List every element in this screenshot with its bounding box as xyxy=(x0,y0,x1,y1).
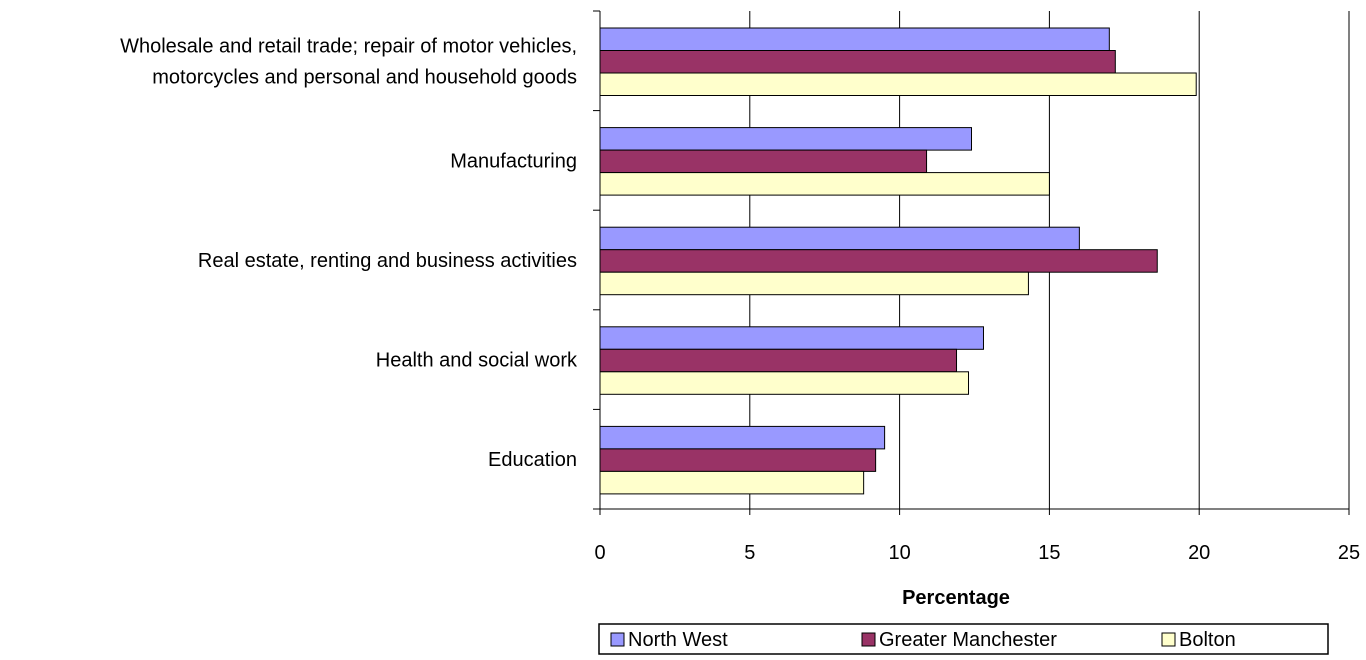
category-label: Wholesale and retail trade; repair of mo… xyxy=(120,35,577,88)
x-tick-label: 10 xyxy=(888,542,910,564)
bar xyxy=(599,149,928,174)
x-tick-label: 15 xyxy=(1038,542,1060,564)
legend-box xyxy=(598,623,1329,655)
x-tick-label: 25 xyxy=(1338,542,1360,564)
legend-swatch xyxy=(861,632,876,647)
x-tick-label: 5 xyxy=(744,542,755,564)
category-labels: Wholesale and retail trade; repair of mo… xyxy=(120,35,578,471)
category-label: Education xyxy=(488,449,577,471)
bar xyxy=(599,50,1116,74)
legend: North West Greater Manchester Bolton xyxy=(598,623,1329,655)
category-label: Manufacturing xyxy=(450,150,577,172)
axes xyxy=(593,10,1350,515)
bars xyxy=(599,27,1197,495)
bar xyxy=(599,249,1158,273)
legend-label: North West xyxy=(628,629,728,651)
bar xyxy=(599,371,970,395)
legend-label: Bolton xyxy=(1179,629,1236,651)
category-label: Health and social work xyxy=(376,350,578,372)
x-axis-title: Percentage xyxy=(902,587,1010,609)
x-tick-labels: 0 5 10 15 20 25 xyxy=(594,542,1360,564)
bar xyxy=(599,72,1197,96)
legend-label: Greater Manchester xyxy=(879,629,1057,651)
legend-swatch xyxy=(610,632,625,647)
legend-swatch xyxy=(1161,632,1176,647)
bar xyxy=(599,127,973,151)
bar xyxy=(599,425,886,450)
x-tick-label: 0 xyxy=(594,542,605,564)
bar xyxy=(599,448,877,472)
bar xyxy=(599,348,958,373)
bar xyxy=(599,172,1050,196)
bar xyxy=(599,226,1080,251)
x-tick-label: 20 xyxy=(1188,542,1210,564)
bar xyxy=(599,326,984,350)
bar xyxy=(599,27,1110,51)
category-label: Real estate, renting and business activi… xyxy=(198,250,577,272)
bar xyxy=(599,271,1029,296)
bar xyxy=(599,470,865,495)
